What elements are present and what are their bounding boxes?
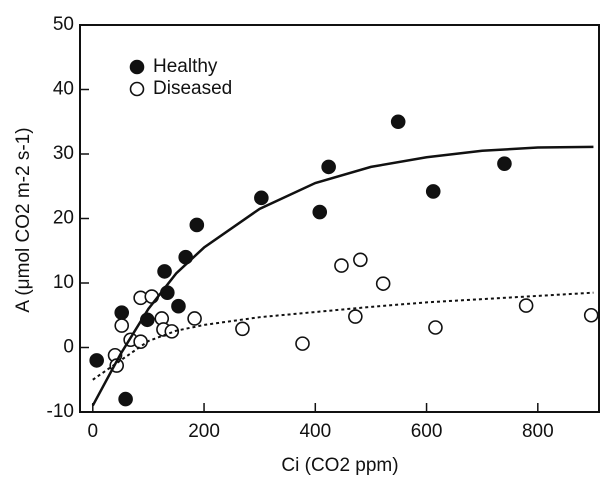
data-point (353, 252, 368, 268)
y-tick-label: 50 (53, 14, 74, 35)
data-point (390, 114, 406, 130)
y-tick-label: 10 (53, 272, 74, 293)
data-point (118, 391, 133, 407)
data-point (583, 307, 599, 323)
data-point (375, 276, 391, 291)
data-point (295, 336, 310, 351)
fit-curve (91, 145, 594, 407)
y-tick-label: 30 (53, 143, 74, 164)
data-point (160, 285, 175, 300)
data-point (114, 305, 130, 320)
data-point (312, 204, 328, 220)
data-point (235, 321, 250, 337)
y-tick-label: 40 (53, 79, 74, 100)
data-point (144, 289, 160, 304)
data-point (348, 309, 363, 324)
data-point (425, 184, 441, 199)
legend-label: Healthy (153, 56, 218, 77)
x-tick-label: 0 (88, 421, 99, 442)
data-point (334, 258, 349, 273)
data-point (157, 264, 172, 279)
y-tick-label: 0 (63, 337, 74, 358)
data-point (114, 318, 130, 333)
x-tick-label: 800 (522, 421, 554, 442)
y-axis-label: A (μmol CO2 m-2 s-1) (13, 127, 34, 312)
fit-curve (92, 291, 594, 381)
data-point (133, 334, 148, 349)
data-point (321, 159, 336, 175)
data-point (254, 190, 269, 206)
x-tick-label: 200 (188, 421, 220, 442)
y-tick-label: -10 (47, 401, 74, 422)
data-point (187, 311, 202, 326)
data-point (89, 353, 104, 368)
data-point (189, 217, 205, 233)
data-point (497, 156, 512, 171)
data-point (428, 320, 443, 335)
data-point (164, 324, 180, 339)
data-point (171, 298, 186, 314)
x-tick-label: 600 (411, 421, 443, 442)
x-axis-label: Ci (CO2 ppm) (281, 455, 398, 476)
legend-label: Diseased (153, 78, 232, 99)
legend-marker (129, 81, 145, 97)
data-point (518, 298, 534, 313)
y-tick-label: 20 (53, 208, 74, 229)
x-tick-label: 400 (299, 421, 331, 442)
legend-marker (129, 59, 145, 75)
